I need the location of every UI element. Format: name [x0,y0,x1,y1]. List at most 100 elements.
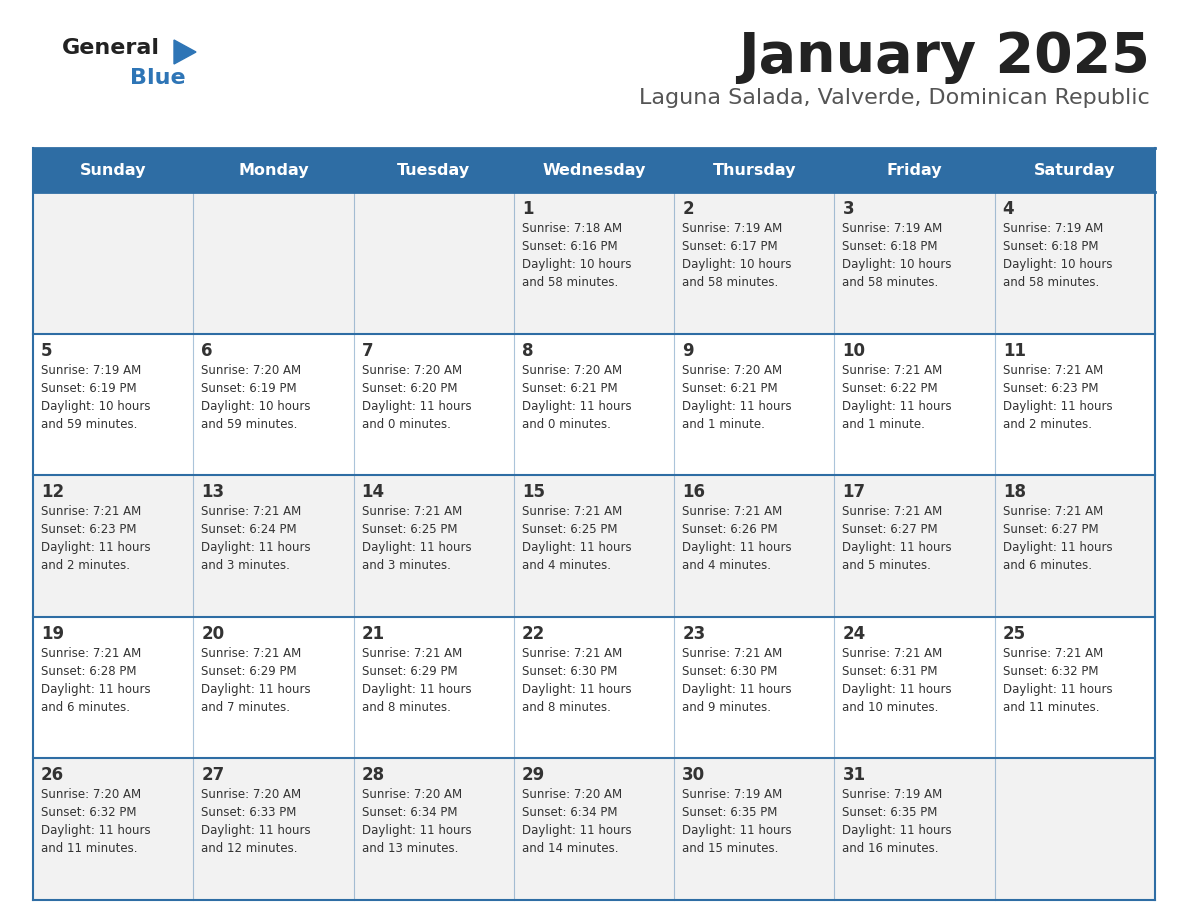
Bar [994,476,1155,617]
Bar [354,758,514,900]
Bar [994,192,1155,333]
Bar [514,148,674,192]
Text: 22: 22 [522,625,545,643]
Bar [834,758,994,900]
Text: Sunrise: 7:21 AM
Sunset: 6:23 PM
Daylight: 11 hours
and 2 minutes.: Sunrise: 7:21 AM Sunset: 6:23 PM Dayligh… [1003,364,1112,431]
Text: Sunrise: 7:21 AM
Sunset: 6:27 PM
Daylight: 11 hours
and 5 minutes.: Sunrise: 7:21 AM Sunset: 6:27 PM Dayligh… [842,505,952,572]
Text: 11: 11 [1003,341,1025,360]
Bar [514,758,674,900]
Text: Sunrise: 7:21 AM
Sunset: 6:32 PM
Daylight: 11 hours
and 11 minutes.: Sunrise: 7:21 AM Sunset: 6:32 PM Dayligh… [1003,647,1112,714]
Bar [194,617,354,758]
Bar [194,192,354,333]
Text: Sunrise: 7:20 AM
Sunset: 6:19 PM
Daylight: 10 hours
and 59 minutes.: Sunrise: 7:20 AM Sunset: 6:19 PM Dayligh… [201,364,311,431]
Text: Friday: Friday [886,162,942,177]
Text: Sunrise: 7:19 AM
Sunset: 6:18 PM
Daylight: 10 hours
and 58 minutes.: Sunrise: 7:19 AM Sunset: 6:18 PM Dayligh… [1003,222,1112,289]
Text: 31: 31 [842,767,866,784]
Text: Sunday: Sunday [80,162,146,177]
Bar [674,476,834,617]
Text: 24: 24 [842,625,866,643]
Text: Sunrise: 7:21 AM
Sunset: 6:26 PM
Daylight: 11 hours
and 4 minutes.: Sunrise: 7:21 AM Sunset: 6:26 PM Dayligh… [682,505,791,572]
Text: Sunrise: 7:20 AM
Sunset: 6:21 PM
Daylight: 11 hours
and 0 minutes.: Sunrise: 7:20 AM Sunset: 6:21 PM Dayligh… [522,364,632,431]
Bar [514,333,674,476]
Bar [514,476,674,617]
Text: Sunrise: 7:20 AM
Sunset: 6:33 PM
Daylight: 11 hours
and 12 minutes.: Sunrise: 7:20 AM Sunset: 6:33 PM Dayligh… [201,789,311,856]
Text: Sunrise: 7:21 AM
Sunset: 6:30 PM
Daylight: 11 hours
and 8 minutes.: Sunrise: 7:21 AM Sunset: 6:30 PM Dayligh… [522,647,632,714]
Text: 18: 18 [1003,483,1025,501]
Text: 26: 26 [42,767,64,784]
Bar [354,192,514,333]
Text: 27: 27 [201,767,225,784]
Text: Sunrise: 7:20 AM
Sunset: 6:21 PM
Daylight: 11 hours
and 1 minute.: Sunrise: 7:20 AM Sunset: 6:21 PM Dayligh… [682,364,791,431]
Text: Laguna Salada, Valverde, Dominican Republic: Laguna Salada, Valverde, Dominican Repub… [639,88,1150,108]
Bar [33,617,194,758]
Bar [33,192,194,333]
Text: Sunrise: 7:19 AM
Sunset: 6:17 PM
Daylight: 10 hours
and 58 minutes.: Sunrise: 7:19 AM Sunset: 6:17 PM Dayligh… [682,222,791,289]
Bar [834,617,994,758]
Text: Blue: Blue [129,68,185,88]
Bar [514,617,674,758]
Text: 29: 29 [522,767,545,784]
Text: Sunrise: 7:19 AM
Sunset: 6:35 PM
Daylight: 11 hours
and 16 minutes.: Sunrise: 7:19 AM Sunset: 6:35 PM Dayligh… [842,789,952,856]
Bar [354,333,514,476]
Text: 13: 13 [201,483,225,501]
Text: Sunrise: 7:21 AM
Sunset: 6:25 PM
Daylight: 11 hours
and 4 minutes.: Sunrise: 7:21 AM Sunset: 6:25 PM Dayligh… [522,505,632,572]
Bar [994,333,1155,476]
Bar [994,148,1155,192]
Text: 7: 7 [361,341,373,360]
Bar [33,758,194,900]
Polygon shape [173,40,196,64]
Bar [33,333,194,476]
Text: 21: 21 [361,625,385,643]
Bar [834,192,994,333]
Text: Sunrise: 7:20 AM
Sunset: 6:20 PM
Daylight: 11 hours
and 0 minutes.: Sunrise: 7:20 AM Sunset: 6:20 PM Dayligh… [361,364,472,431]
Text: 23: 23 [682,625,706,643]
Text: Sunrise: 7:18 AM
Sunset: 6:16 PM
Daylight: 10 hours
and 58 minutes.: Sunrise: 7:18 AM Sunset: 6:16 PM Dayligh… [522,222,631,289]
Bar [994,617,1155,758]
Text: 19: 19 [42,625,64,643]
Text: Sunrise: 7:21 AM
Sunset: 6:23 PM
Daylight: 11 hours
and 2 minutes.: Sunrise: 7:21 AM Sunset: 6:23 PM Dayligh… [42,505,151,572]
Text: 3: 3 [842,200,854,218]
Text: 30: 30 [682,767,706,784]
Text: Tuesday: Tuesday [397,162,470,177]
Bar [834,476,994,617]
Text: Sunrise: 7:21 AM
Sunset: 6:24 PM
Daylight: 11 hours
and 3 minutes.: Sunrise: 7:21 AM Sunset: 6:24 PM Dayligh… [201,505,311,572]
Bar [194,333,354,476]
Text: 15: 15 [522,483,545,501]
Text: 2: 2 [682,200,694,218]
Bar [674,192,834,333]
Bar [834,333,994,476]
Text: Sunrise: 7:21 AM
Sunset: 6:25 PM
Daylight: 11 hours
and 3 minutes.: Sunrise: 7:21 AM Sunset: 6:25 PM Dayligh… [361,505,472,572]
Text: 6: 6 [201,341,213,360]
Text: 9: 9 [682,341,694,360]
Text: General: General [62,38,160,58]
Bar [674,333,834,476]
Bar [354,617,514,758]
Text: 4: 4 [1003,200,1015,218]
Text: 14: 14 [361,483,385,501]
Text: 20: 20 [201,625,225,643]
Text: Saturday: Saturday [1034,162,1116,177]
Text: 12: 12 [42,483,64,501]
Text: Sunrise: 7:20 AM
Sunset: 6:34 PM
Daylight: 11 hours
and 14 minutes.: Sunrise: 7:20 AM Sunset: 6:34 PM Dayligh… [522,789,632,856]
Bar [33,476,194,617]
Bar [674,148,834,192]
Bar [194,148,354,192]
Bar [834,148,994,192]
Bar [194,758,354,900]
Text: 5: 5 [42,341,52,360]
Bar [514,192,674,333]
Text: 1: 1 [522,200,533,218]
Text: Sunrise: 7:21 AM
Sunset: 6:28 PM
Daylight: 11 hours
and 6 minutes.: Sunrise: 7:21 AM Sunset: 6:28 PM Dayligh… [42,647,151,714]
Bar [33,148,194,192]
Bar [994,758,1155,900]
Text: 8: 8 [522,341,533,360]
Text: January 2025: January 2025 [738,30,1150,84]
Text: Sunrise: 7:19 AM
Sunset: 6:18 PM
Daylight: 10 hours
and 58 minutes.: Sunrise: 7:19 AM Sunset: 6:18 PM Dayligh… [842,222,952,289]
Text: Sunrise: 7:20 AM
Sunset: 6:32 PM
Daylight: 11 hours
and 11 minutes.: Sunrise: 7:20 AM Sunset: 6:32 PM Dayligh… [42,789,151,856]
Bar [354,476,514,617]
Text: Sunrise: 7:21 AM
Sunset: 6:30 PM
Daylight: 11 hours
and 9 minutes.: Sunrise: 7:21 AM Sunset: 6:30 PM Dayligh… [682,647,791,714]
Text: Sunrise: 7:19 AM
Sunset: 6:35 PM
Daylight: 11 hours
and 15 minutes.: Sunrise: 7:19 AM Sunset: 6:35 PM Dayligh… [682,789,791,856]
Text: Sunrise: 7:21 AM
Sunset: 6:31 PM
Daylight: 11 hours
and 10 minutes.: Sunrise: 7:21 AM Sunset: 6:31 PM Dayligh… [842,647,952,714]
Text: Monday: Monday [238,162,309,177]
Bar [354,148,514,192]
